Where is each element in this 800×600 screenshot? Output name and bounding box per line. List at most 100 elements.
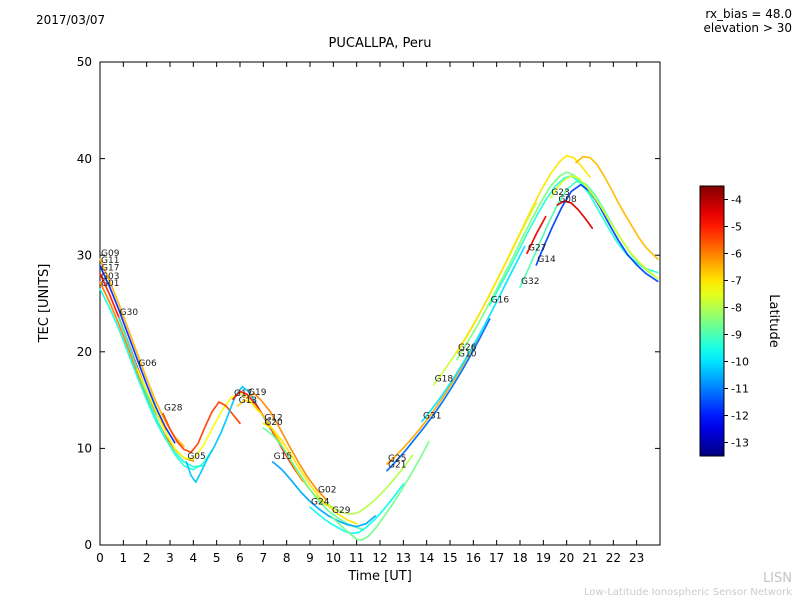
x-tick-label: 12 [372, 551, 387, 565]
satellite-track-G05 [185, 385, 272, 484]
colorbar-gradient [699, 185, 725, 457]
satellite-label-G26: G26 [458, 343, 477, 353]
satellite-track-G30 [117, 317, 213, 471]
rx-bias-label: rx_bias = 48.0 [705, 7, 792, 21]
x-tick-label: 8 [283, 551, 291, 565]
x-tick-label: 9 [306, 551, 314, 565]
satellite-track-G11 [99, 264, 176, 444]
satellite-label-G13: G13 [239, 396, 257, 406]
satellite-label-G17: G17 [234, 389, 252, 399]
y-axis-label: TEC [UNITS] [37, 264, 52, 344]
x-tick-label: 10 [326, 551, 341, 565]
satellite-track-G03 [99, 281, 195, 462]
x-tick-label: 2 [143, 551, 151, 565]
satellite-label-G21: G21 [388, 461, 406, 471]
satellite-track-G01 [99, 288, 204, 468]
satellite-label-G03: G03 [101, 272, 119, 282]
network-name-text: Low-Latitude Ionospheric Sensor Network [584, 587, 792, 598]
colorbar-tick-label: -10 [731, 355, 749, 368]
colorbar-tick-label: -6 [731, 247, 742, 260]
x-tick-label: 22 [606, 551, 621, 565]
satellite-track-G08 [556, 200, 594, 230]
colorbar-tick-label: -7 [731, 274, 742, 287]
chart-title: PUCALLPA, Peru [329, 36, 432, 51]
satellite-label-G10: G10 [458, 350, 477, 360]
satellite-label-G25: G25 [388, 454, 406, 464]
satellite-track-G23 [549, 175, 659, 280]
x-tick-label: 21 [582, 551, 597, 565]
colorbar-tick-label: -8 [731, 301, 742, 314]
satellite-label-G18: G18 [435, 375, 454, 385]
x-tick-label: 20 [559, 551, 574, 565]
satellite-track-G29 [330, 440, 430, 542]
satellite-label-G23: G23 [551, 188, 569, 198]
x-tick-label: 17 [489, 551, 504, 565]
y-tick-label: 20 [77, 345, 92, 359]
satellite-label-G12: G12 [264, 413, 282, 423]
satellite-label-G27: G27 [528, 243, 546, 253]
satellite-track-unlabeled [575, 155, 659, 260]
lisn-logo-text: LISN [763, 571, 792, 586]
x-tick-label: 7 [260, 551, 268, 565]
satellite-label-G19: G19 [248, 388, 267, 398]
satellite-label-G06: G06 [138, 359, 157, 369]
colorbar-tick-label: -11 [731, 382, 749, 395]
x-tick-label: 18 [512, 551, 527, 565]
satellite-track-G21 [386, 318, 491, 472]
x-tick-label: 13 [396, 551, 411, 565]
satellite-label-G31: G31 [423, 411, 441, 421]
colorbar-tick-label: -12 [731, 409, 749, 422]
satellite-track-G27 [526, 215, 547, 255]
satellite-track-G28 [162, 401, 241, 454]
x-tick-label: 15 [442, 551, 457, 565]
satellite-track-G31 [421, 245, 526, 423]
satellite-label-G32: G32 [521, 277, 539, 287]
x-tick-label: 4 [190, 551, 198, 565]
satellite-label-G20: G20 [264, 418, 283, 428]
x-tick-label: 11 [349, 551, 364, 565]
satellite-track-G02 [316, 454, 414, 515]
satellite-label-G17: G17 [101, 264, 119, 274]
y-tick-label: 50 [77, 55, 92, 69]
plot-frame [99, 61, 661, 546]
satellite-label-G30: G30 [120, 308, 139, 318]
colorbar-tick-label: -9 [731, 328, 742, 341]
x-tick-label: 3 [166, 551, 174, 565]
colorbar-tick-label: -4 [731, 193, 742, 206]
satellite-track-G26 [456, 154, 591, 354]
satellite-label-G05: G05 [187, 452, 205, 462]
x-tick-label: 14 [419, 551, 434, 565]
satellite-label-G15: G15 [274, 452, 292, 462]
colorbar-tick-label: -13 [731, 436, 749, 449]
satellite-track-G15 [271, 461, 377, 528]
x-axis-label: Time [UT] [347, 569, 412, 584]
x-tick-label: 6 [236, 551, 244, 565]
satellite-label-G28: G28 [164, 404, 183, 414]
satellite-label-G24: G24 [311, 497, 330, 507]
y-tick-label: 10 [77, 442, 92, 456]
satellite-label-G29: G29 [332, 506, 351, 516]
satellite-track-G10 [456, 171, 594, 361]
x-tick-label: 5 [213, 551, 221, 565]
y-tick-label: 0 [84, 538, 92, 552]
x-tick-label: 16 [466, 551, 481, 565]
colorbar-tick-label: -5 [731, 220, 742, 233]
x-tick-label: 19 [536, 551, 551, 565]
axes: 0 1 2 3 4 5 6 7 8 9 10 11 12 13 14 15 16 17 18 19 20 21 22 2301… [77, 55, 661, 565]
colorbar: -4 -5 -6 -7 -8 -9 -10 -11 -12 -13 [699, 185, 749, 457]
y-tick-label: 40 [77, 152, 92, 166]
satellite-labels: G09G11G17G03G01G30G06G28G05G17G19G13G12G… [101, 188, 577, 516]
satellite-label-G09: G09 [101, 249, 120, 259]
satellite-track-G19 [246, 392, 328, 501]
satellite-track-G12 [262, 422, 358, 525]
colorbar-label: Latitude [766, 294, 781, 348]
satellite-label-G08: G08 [558, 195, 577, 205]
satellite-label-G16: G16 [491, 295, 510, 305]
satellite-label-G11: G11 [101, 256, 119, 266]
x-tick-label: 1 [120, 551, 128, 565]
satellite-tracks [99, 154, 659, 542]
elevation-label: elevation > 30 [704, 21, 793, 35]
date-label: 2017/03/07 [36, 13, 105, 27]
satellite-label-G01: G01 [101, 279, 119, 289]
